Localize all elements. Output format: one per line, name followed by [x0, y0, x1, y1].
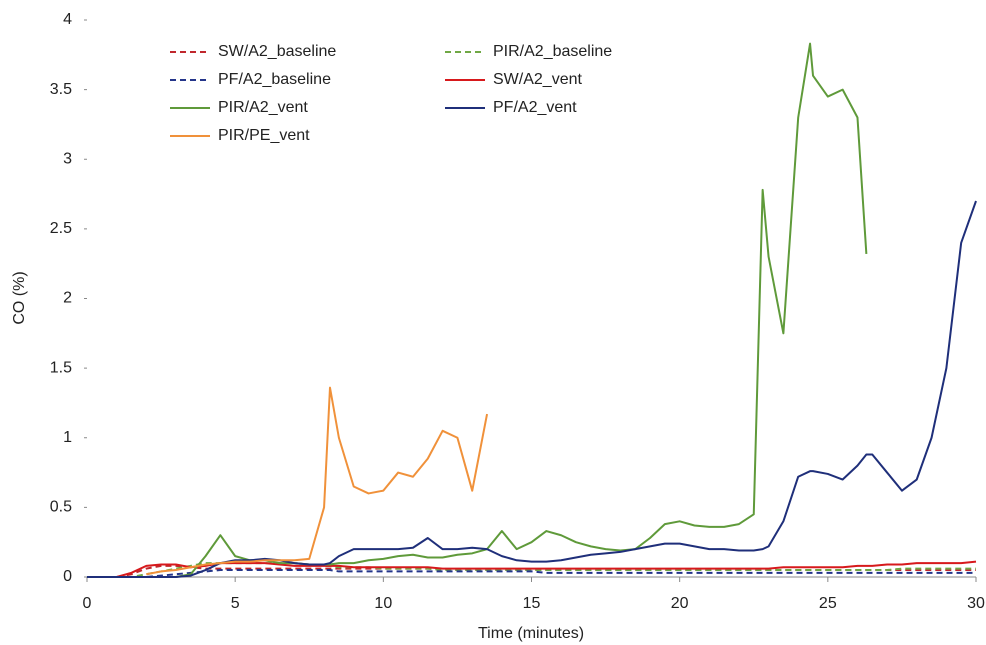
x-axis-title: Time (minutes): [478, 625, 584, 642]
y-tick-label: 0: [63, 568, 72, 585]
legend-label: SW/A2_baseline: [218, 43, 336, 60]
series-line: [87, 560, 977, 578]
y-tick-label: 0.5: [50, 499, 72, 516]
legend-label: PIR/A2_baseline: [493, 43, 612, 60]
legend-label: PF/A2_vent: [493, 99, 577, 116]
x-tick-label: 25: [819, 595, 837, 612]
y-tick-label: 2.5: [50, 220, 72, 237]
y-axis-title: CO (%): [11, 271, 28, 324]
legend-label: SW/A2_vent: [493, 71, 582, 88]
series-line: [146, 386, 489, 576]
y-tick-label: 4: [63, 11, 72, 28]
y-tick-label: 3.5: [50, 81, 72, 98]
legend-label: PIR/A2_vent: [218, 99, 308, 116]
series-line: [87, 42, 868, 578]
y-tick-label: 3: [63, 150, 72, 167]
x-tick-label: 0: [83, 595, 92, 612]
y-tick-label: 2: [63, 290, 72, 307]
legend-label: PIR/PE_vent: [218, 127, 310, 144]
legend-label: PF/A2_baseline: [218, 71, 331, 88]
x-tick-label: 15: [523, 595, 541, 612]
x-tick-label: 10: [374, 595, 392, 612]
x-tick-label: 20: [671, 595, 689, 612]
y-tick-label: 1.5: [50, 359, 72, 376]
series-line: [87, 200, 977, 578]
y-tick-label: 1: [63, 429, 72, 446]
series-line: [87, 562, 976, 578]
x-tick-label: 30: [967, 595, 985, 612]
x-tick-label: 5: [231, 595, 240, 612]
series-line: [87, 569, 976, 578]
